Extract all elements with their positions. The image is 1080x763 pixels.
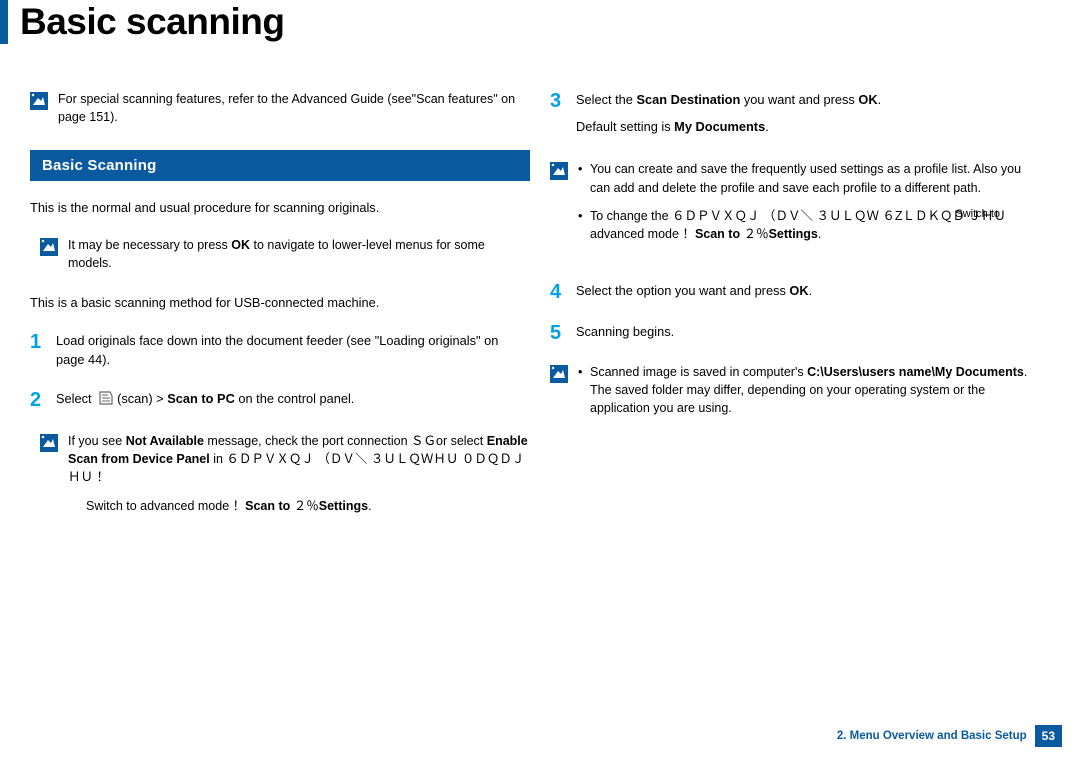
- na-a: If you see: [68, 434, 126, 448]
- step-number: 1: [30, 331, 56, 352]
- s3sa: Default setting is: [576, 119, 674, 134]
- ca: To change the ６ＤＰＶＸＱＪ （ＤＶ＼ ３ＵＬＱＷ ６ZＬＤＫＱＤ…: [590, 209, 1006, 223]
- section-header: Basic Scanning: [30, 150, 530, 181]
- sv-b: C:\Users\users name\My Documents: [807, 365, 1024, 379]
- step-text: Scanning begins.: [576, 322, 674, 341]
- s4b: OK: [789, 283, 808, 298]
- note-icon: [40, 434, 58, 452]
- footer-chapter: 2. Menu Overview and Basic Setup: [837, 730, 1027, 742]
- step-5: 5 Scanning begins.: [550, 322, 1040, 343]
- change-line: To change the ６ＤＰＶＸＱＪ （ＤＶ＼ ３ＵＬＱＷ ６ZＬＤＫＱＤ…: [590, 207, 1006, 243]
- na-h: ２％: [290, 499, 318, 513]
- footer-page-number: 53: [1035, 725, 1062, 747]
- profile-note: You can create and save the frequently u…: [590, 160, 1040, 196]
- na-i: Settings: [319, 499, 368, 513]
- s3sc: .: [765, 119, 769, 134]
- s3c: you want and press: [740, 92, 858, 107]
- note-icon: [40, 238, 58, 256]
- step-number: 2: [30, 389, 56, 410]
- s4a: Select the option you want and press: [576, 283, 789, 298]
- nav-note-prefix: It may be necessary to press: [68, 238, 231, 252]
- scan-icon: [97, 389, 115, 412]
- s3b: Scan Destination: [636, 92, 740, 107]
- na-c: message, check the port connection ＳＧor …: [204, 434, 487, 448]
- note-text: For special scanning features, refer to …: [58, 90, 530, 126]
- note-text: • Scanned image is saved in computer's C…: [578, 363, 1040, 427]
- step-text: Select (scan) > Scan to PC on the contro…: [56, 389, 354, 412]
- note-not-available: If you see Not Available message, check …: [40, 432, 530, 515]
- left-column: For special scanning features, refer to …: [30, 90, 550, 537]
- step-text: Load originals face down into the docume…: [56, 331, 530, 369]
- step-3: 3 Select the Scan Destination you want a…: [550, 90, 1040, 136]
- page-footer: 2. Menu Overview and Basic Setup 53: [837, 725, 1062, 747]
- content-columns: For special scanning features, refer to …: [0, 62, 1080, 537]
- page-title: Basic scanning: [20, 1, 284, 43]
- na-j: .: [368, 499, 371, 513]
- step-number: 3: [550, 90, 576, 111]
- step-text: Select the option you want and press OK.: [576, 281, 812, 300]
- cc: Scan to: [695, 227, 740, 241]
- note-text: •You can create and save the frequently …: [578, 160, 1040, 253]
- na-g: Scan to: [245, 499, 290, 513]
- s4c: .: [809, 283, 813, 298]
- cf: .: [818, 227, 821, 241]
- step-number: 5: [550, 322, 576, 343]
- step2-c: Scan to PC: [167, 391, 235, 406]
- s3e: .: [878, 92, 882, 107]
- note-special-features: For special scanning features, refer to …: [30, 90, 530, 126]
- page-title-wrap: Basic scanning: [0, 0, 1080, 62]
- switch-to-label: Switch to: [955, 207, 1000, 223]
- usb-note: This is a basic scanning method for USB-…: [30, 294, 530, 313]
- note-icon: [30, 92, 48, 110]
- title-accent-bar: [0, 0, 8, 44]
- cd: ２％: [740, 227, 768, 241]
- note-text: It may be necessary to press OK to navig…: [68, 236, 530, 272]
- ok-bold: OK: [231, 238, 250, 252]
- note-profile: •You can create and save the frequently …: [550, 160, 1040, 253]
- step-1: 1 Load originals face down into the docu…: [30, 331, 530, 369]
- na-b: Not Available: [126, 434, 204, 448]
- s3a: Select the: [576, 92, 636, 107]
- s3sb: My Documents: [674, 119, 765, 134]
- step-number: 4: [550, 281, 576, 302]
- step2-a: Select: [56, 391, 95, 406]
- step-4: 4 Select the option you want and press O…: [550, 281, 1040, 302]
- s3d: OK: [858, 92, 877, 107]
- na-f: Switch to advanced mode ！: [86, 499, 245, 513]
- bullet-dot: •: [578, 363, 590, 417]
- note-icon: [550, 162, 568, 180]
- note-nav-ok: It may be necessary to press OK to navig…: [40, 236, 530, 272]
- bullet-dot: •: [578, 160, 590, 196]
- step2-d: on the control panel.: [235, 391, 355, 406]
- note-icon: [550, 365, 568, 383]
- step-text: Select the Scan Destination you want and…: [576, 90, 881, 136]
- intro-text: This is the normal and usual procedure f…: [30, 199, 530, 218]
- bullet-dot: •: [578, 207, 590, 243]
- step2-b: (scan) >: [117, 391, 167, 406]
- cb: advanced mode ！: [590, 227, 695, 241]
- note-text: If you see Not Available message, check …: [68, 432, 530, 515]
- sv-a: Scanned image is saved in computer's: [590, 365, 807, 379]
- ce: Settings: [769, 227, 818, 241]
- note-saved-location: • Scanned image is saved in computer's C…: [550, 363, 1040, 427]
- right-column: 3 Select the Scan Destination you want a…: [550, 90, 1060, 537]
- step-2: 2 Select (scan) > Scan to PC on the cont…: [30, 389, 530, 412]
